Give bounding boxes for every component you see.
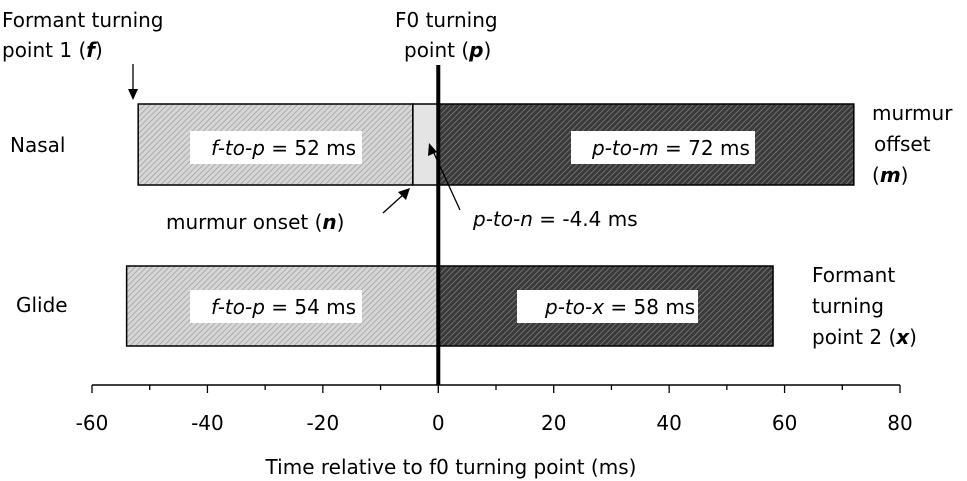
p-to-n-arrow-head-icon	[428, 143, 437, 156]
axis-tick-label: -60	[76, 411, 109, 435]
nasal-murmur-onset-segment	[412, 103, 440, 186]
formant-tp1-line2: point 1 (f)	[2, 38, 103, 62]
axis-tick-label: 80	[887, 411, 912, 435]
f0-tp-line1: F0 turning	[395, 8, 498, 32]
murmur-onset-arrow-head-icon	[398, 188, 410, 200]
time-axis: -60 -40 -20 0 20 40 60 80	[76, 384, 913, 435]
nasal-bar-group: f-to-p = 52 ms p-to-m = 72 ms	[137, 103, 855, 186]
glide-right-label: p-to-x = 58 ms	[544, 295, 695, 319]
axis-tick-label: -40	[191, 411, 224, 435]
axis-title: Time relative to f0 turning point (ms)	[265, 455, 637, 479]
murmur-onset-arrow-shaft	[382, 193, 405, 214]
murmur-offset-line3: (m)	[872, 163, 908, 187]
formant-tp2-line2: turning	[812, 294, 884, 318]
murmur-offset-line1: murmur	[872, 101, 953, 125]
formant-tp2-line1: Formant	[812, 263, 895, 287]
glide-right-label-box	[517, 290, 698, 323]
glide-left-label-box	[190, 290, 362, 323]
axis-tick-label: 60	[772, 411, 797, 435]
f0-tp-line2: point (p)	[404, 38, 491, 62]
formant-tp2-line3: point 2 (x)	[812, 325, 917, 349]
nasal-left-label-box	[190, 131, 362, 164]
axis-tick-label: 20	[541, 411, 566, 435]
formant-tp1-line1: Formant turning	[2, 8, 164, 32]
axis-tick-label: 40	[656, 411, 681, 435]
axis-tick-label: -20	[307, 411, 340, 435]
row-label-nasal: Nasal	[10, 133, 65, 157]
p-to-n-label: p-to-n = -4.4 ms	[472, 207, 638, 231]
murmur-offset-line2: offset	[874, 132, 931, 156]
glide-bar-group: f-to-p = 54 ms p-to-x = 58 ms	[125, 265, 774, 347]
nasal-left-label: f-to-p = 52 ms	[211, 136, 356, 160]
axis-tick-label: 0	[432, 411, 445, 435]
nasal-right-label-box	[571, 131, 755, 164]
murmur-onset-label: murmur onset (n)	[166, 210, 344, 234]
nasal-right-label: p-to-m = 72 ms	[591, 136, 750, 160]
formant-tp1-arrow-head-icon	[128, 89, 138, 100]
glide-left-label: f-to-p = 54 ms	[211, 295, 356, 319]
row-label-glide: Glide	[16, 293, 68, 317]
